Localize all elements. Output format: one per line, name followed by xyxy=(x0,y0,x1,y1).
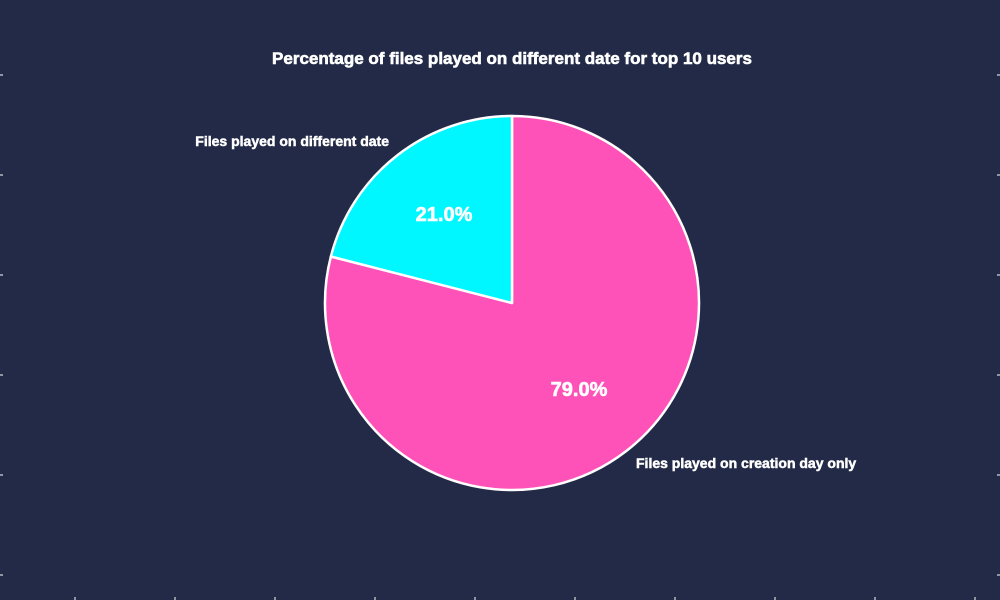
slice-percent-creation-day: 79.0% xyxy=(551,379,608,401)
slice-label-creation-day: Files played on creation day only xyxy=(636,455,856,471)
pie-slices xyxy=(323,114,701,492)
chart-title: Percentage of files played on different … xyxy=(272,49,752,68)
pie-slice-different-date xyxy=(329,114,514,305)
slice-label-different-date: Files played on different date xyxy=(195,133,389,149)
slice-percent-different-date: 21.0% xyxy=(416,204,473,226)
